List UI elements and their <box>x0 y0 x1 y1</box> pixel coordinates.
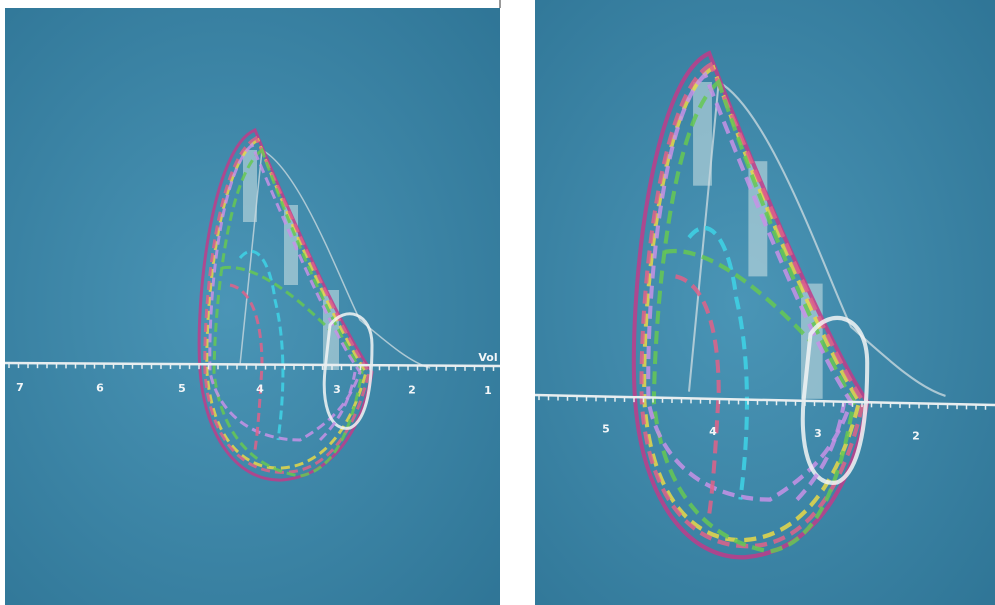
axis-label: 3 <box>333 383 341 396</box>
screenshot: 7 6 5 4 3 2 1 Vol 5 4 3 2 <box>0 0 995 605</box>
panel-right <box>535 0 995 605</box>
axis-label: 3 <box>814 427 822 440</box>
axis-label: 2 <box>912 429 920 442</box>
axis-label: 4 <box>256 383 264 396</box>
axis-label: 7 <box>16 381 24 394</box>
axis-label: 5 <box>178 382 186 395</box>
axis-label: 4 <box>709 425 717 438</box>
axis-title: Vol <box>478 351 497 364</box>
page: {"panels": [ {"axis_labels": ["7", "6", … <box>0 0 995 605</box>
axis-label: 5 <box>602 423 610 436</box>
axis-label: 6 <box>96 382 104 395</box>
axis-label: 2 <box>408 383 416 396</box>
axis-label: 1 <box>484 384 492 397</box>
